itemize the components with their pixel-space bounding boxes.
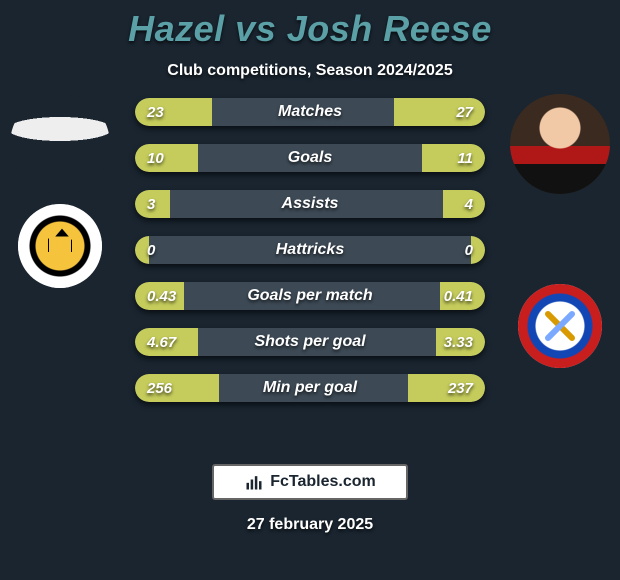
boston-united-crest-icon [18,204,102,288]
stat-label: Shots per goal [135,328,485,356]
bar-chart-icon [244,472,264,492]
brand-badge[interactable]: FcTables.com [212,464,408,500]
stat-label: Assists [135,190,485,218]
club-right-crest [518,284,602,368]
page-title: Hazel vs Josh Reese [0,0,620,50]
stat-bar: 1011Goals [135,144,485,172]
stat-bar: 00Hattricks [135,236,485,264]
stat-label: Min per goal [135,374,485,402]
dagenham-redbridge-crest-icon [518,284,602,368]
player-left-portrait [10,94,110,194]
player-right-portrait [510,94,610,194]
comparison-arena: 2327Matches 1011Goals 34Assists 00Hattricks… [0,94,620,524]
footer-date: 27 february 2025 [0,516,620,534]
stat-bars: 2327Matches 1011Goals 34Assists 00Hattricks… [135,98,485,402]
brand-label: FcTables.com [270,473,376,491]
stat-label: Goals [135,144,485,172]
stat-bar: 34Assists [135,190,485,218]
stat-label: Goals per match [135,282,485,310]
stat-bar: 256237Min per goal [135,374,485,402]
stat-bar: 2327Matches [135,98,485,126]
avatar-placeholder-icon [10,94,110,194]
stat-label: Matches [135,98,485,126]
club-left-crest [18,204,102,288]
stat-bar: 4.673.33Shots per goal [135,328,485,356]
subtitle: Club competitions, Season 2024/2025 [0,62,620,80]
player-photo-icon [510,94,610,194]
stat-label: Hattricks [135,236,485,264]
stat-bar: 0.430.41Goals per match [135,282,485,310]
